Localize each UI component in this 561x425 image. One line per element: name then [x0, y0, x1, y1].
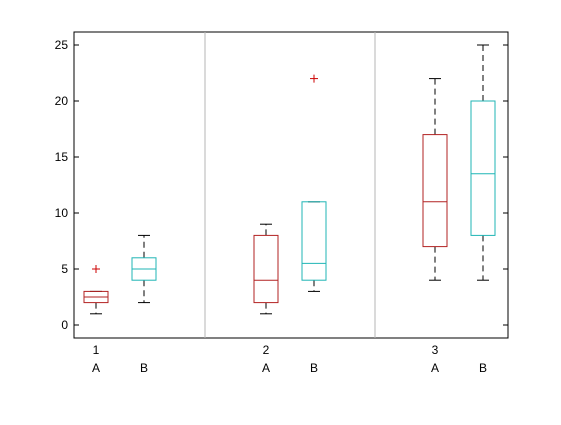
- box-label-g2-B: B: [310, 361, 318, 375]
- y-axis: 0 5 10 15 20 25: [55, 38, 508, 332]
- box-label-g3-B: B: [479, 361, 487, 375]
- y-tick-label-20: 20: [55, 94, 69, 108]
- box-g2-B: [301, 74, 327, 292]
- group-label-1: 1: [93, 343, 100, 357]
- box-g2-A: [253, 223, 279, 315]
- y-tick-label-10: 10: [55, 206, 69, 220]
- outlier-g1-A-0: [92, 265, 100, 273]
- box-body-g2-B: [301, 201, 327, 281]
- box-series: [83, 44, 496, 315]
- y-tick-label-5: 5: [61, 262, 68, 276]
- group-label-2: 2: [263, 343, 270, 357]
- box-g1-B: [131, 234, 157, 304]
- box-body-g2-A: [253, 234, 279, 304]
- y-tick-label-0: 0: [61, 318, 68, 332]
- group-label-3: 3: [432, 343, 439, 357]
- outlier-g2-B-0: [310, 74, 318, 83]
- y-tick-label-15: 15: [55, 150, 69, 164]
- box-g3-A: [422, 78, 448, 281]
- box-g1-A: [83, 265, 109, 315]
- y-tick-label-25: 25: [55, 38, 69, 52]
- box-body-g3-B: [470, 100, 496, 236]
- group-separators: [204, 32, 376, 338]
- box-label-g1-B: B: [140, 361, 148, 375]
- plot-area: [73, 31, 509, 339]
- box-label-g1-A: A: [92, 361, 100, 375]
- box-body-g3-A: [422, 134, 448, 248]
- x-axis: 1 A B 2 A B 3 A B: [92, 343, 487, 375]
- box-g3-B: [470, 44, 496, 281]
- box-label-g2-A: A: [262, 361, 270, 375]
- box-label-g3-A: A: [431, 361, 439, 375]
